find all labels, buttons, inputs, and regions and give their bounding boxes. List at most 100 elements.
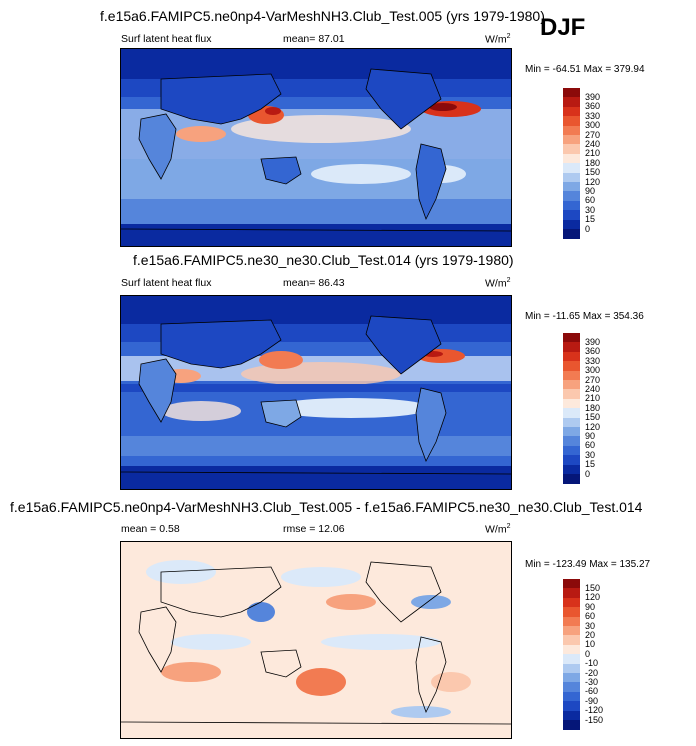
colorbar-tick-label: 270 <box>585 374 601 385</box>
colorbar-tick-label: 240 <box>585 383 601 394</box>
colorbar-tick-label: 0 <box>585 223 591 234</box>
panel-2-units: W/m2 <box>485 277 511 290</box>
colorbar-swatch <box>563 97 580 108</box>
colorbar-swatch <box>563 153 580 164</box>
panel-2-map-svg <box>121 296 511 489</box>
colorbar-swatch <box>563 135 580 145</box>
colorbar-swatch <box>563 408 580 418</box>
colorbar-tick-label: 60 <box>585 440 596 451</box>
colorbar-swatch <box>563 398 580 409</box>
colorbar-tick-label: 180 <box>585 157 601 168</box>
colorbar-swatch <box>563 455 580 465</box>
colorbar-swatch <box>563 333 580 343</box>
colorbar-tick-label: 10 <box>585 639 596 650</box>
panel-2-title: f.e15a6.FAMIPC5.ne30_ne30.Club_Test.014 … <box>133 252 514 268</box>
panel-3-units: W/m2 <box>485 523 511 536</box>
colorbar-tick-label: 120 <box>585 592 601 603</box>
colorbar-swatch <box>563 720 580 730</box>
colorbar-swatch <box>563 229 580 239</box>
colorbar-swatch <box>563 125 580 136</box>
panel-1-map <box>120 48 512 247</box>
colorbar-swatch <box>563 342 580 353</box>
colorbar-swatch <box>563 710 580 721</box>
colorbar-swatch <box>563 644 580 655</box>
colorbar-swatch <box>563 219 580 230</box>
colorbar-swatch <box>563 200 580 211</box>
colorbar-tick-label: -90 <box>585 695 599 706</box>
colorbar-tick-label: -20 <box>585 667 599 678</box>
colorbar-tick-label: 360 <box>585 101 601 112</box>
colorbar-tick-label: -60 <box>585 686 599 697</box>
colorbar-swatch <box>563 370 580 381</box>
colorbar-swatch <box>563 607 580 617</box>
colorbar-swatch <box>563 417 580 428</box>
colorbar-tick-label: 330 <box>585 355 601 366</box>
colorbar-swatch <box>563 88 580 98</box>
panel-1-title: f.e15a6.FAMIPC5.ne0np4-VarMeshNH3.Club_T… <box>100 8 545 24</box>
colorbar-tick-label: 300 <box>585 365 601 376</box>
colorbar-swatch <box>563 701 580 711</box>
colorbar-tick-label: 330 <box>585 110 601 121</box>
panel-2-map <box>120 295 512 490</box>
colorbar-swatch <box>563 361 580 371</box>
panel-3-title: f.e15a6.FAMIPC5.ne0np4-VarMeshNH3.Club_T… <box>10 499 643 515</box>
colorbar-tick-label: 0 <box>585 468 591 479</box>
colorbar-tick-label: 120 <box>585 421 601 432</box>
colorbar-tick-label: 150 <box>585 167 601 178</box>
colorbar-swatch <box>563 597 580 608</box>
colorbar-swatch <box>563 663 580 674</box>
colorbar-tick-label: 180 <box>585 402 601 413</box>
colorbar-swatch <box>563 464 580 475</box>
colorbar-tick-label: 120 <box>585 176 601 187</box>
colorbar-swatch <box>563 436 580 447</box>
colorbar-swatch <box>563 380 580 390</box>
colorbar-swatch <box>563 172 580 183</box>
colorbar-swatch <box>563 163 580 173</box>
panel-1-mean-label: mean= 87.01 <box>283 33 345 45</box>
colorbar-tick-label: 150 <box>585 412 601 423</box>
colorbar-tick-label: 30 <box>585 449 596 460</box>
colorbar-tick-label: 20 <box>585 629 596 640</box>
panel-2-mean-label: mean= 86.43 <box>283 277 345 289</box>
colorbar-tick-label: 270 <box>585 129 601 140</box>
colorbar-tick-label: 90 <box>585 430 596 441</box>
colorbar-swatch <box>563 635 580 646</box>
colorbar-tick-label: 210 <box>585 393 601 404</box>
colorbar-swatch <box>563 116 580 126</box>
colorbar-swatch <box>563 144 580 155</box>
panel-1-variable-label: Surf latent heat flux <box>121 33 212 45</box>
colorbar-tick-label: 300 <box>585 120 601 131</box>
panel-1-units: W/m2 <box>485 33 511 46</box>
colorbar-tick-label: 0 <box>585 648 591 659</box>
colorbar-tick-label: 240 <box>585 138 601 149</box>
panel-3-map <box>120 541 512 739</box>
season-label: DJF <box>540 14 586 41</box>
panel-3-map-svg <box>121 542 511 738</box>
panel-2-minmax: Min = -11.65 Max = 354.36 <box>525 311 644 322</box>
colorbar-tick-label: -30 <box>585 676 599 687</box>
colorbar-tick-label: 15 <box>585 459 596 470</box>
colorbar-tick-label: 390 <box>585 336 601 347</box>
panel-1-map-svg <box>121 49 511 246</box>
panel-3-rmse-label: rmse = 12.06 <box>283 523 345 535</box>
colorbar-swatch <box>563 626 580 636</box>
colorbar-tick-label: 210 <box>585 148 601 159</box>
colorbar-swatch <box>563 389 580 400</box>
colorbar-tick-label: 15 <box>585 214 596 225</box>
colorbar-swatch <box>563 427 580 437</box>
colorbar-swatch <box>563 210 580 220</box>
panel-3-mean-label: mean = 0.58 <box>121 523 180 535</box>
colorbar-swatch <box>563 616 580 627</box>
panel-3-minmax: Min = -123.49 Max = 135.27 <box>525 559 651 570</box>
colorbar-swatch <box>563 579 580 589</box>
colorbar-swatch <box>563 106 580 117</box>
colorbar-swatch <box>563 182 580 192</box>
colorbar-swatch <box>563 351 580 362</box>
colorbar-swatch <box>563 673 580 683</box>
colorbar-swatch <box>563 191 580 202</box>
panel-2-variable-label: Surf latent heat flux <box>121 277 212 289</box>
colorbar-tick-label: -150 <box>585 714 604 725</box>
colorbar-tick-label: 390 <box>585 91 601 102</box>
colorbar-swatch <box>563 474 580 484</box>
colorbar-tick-label: 30 <box>585 204 596 215</box>
